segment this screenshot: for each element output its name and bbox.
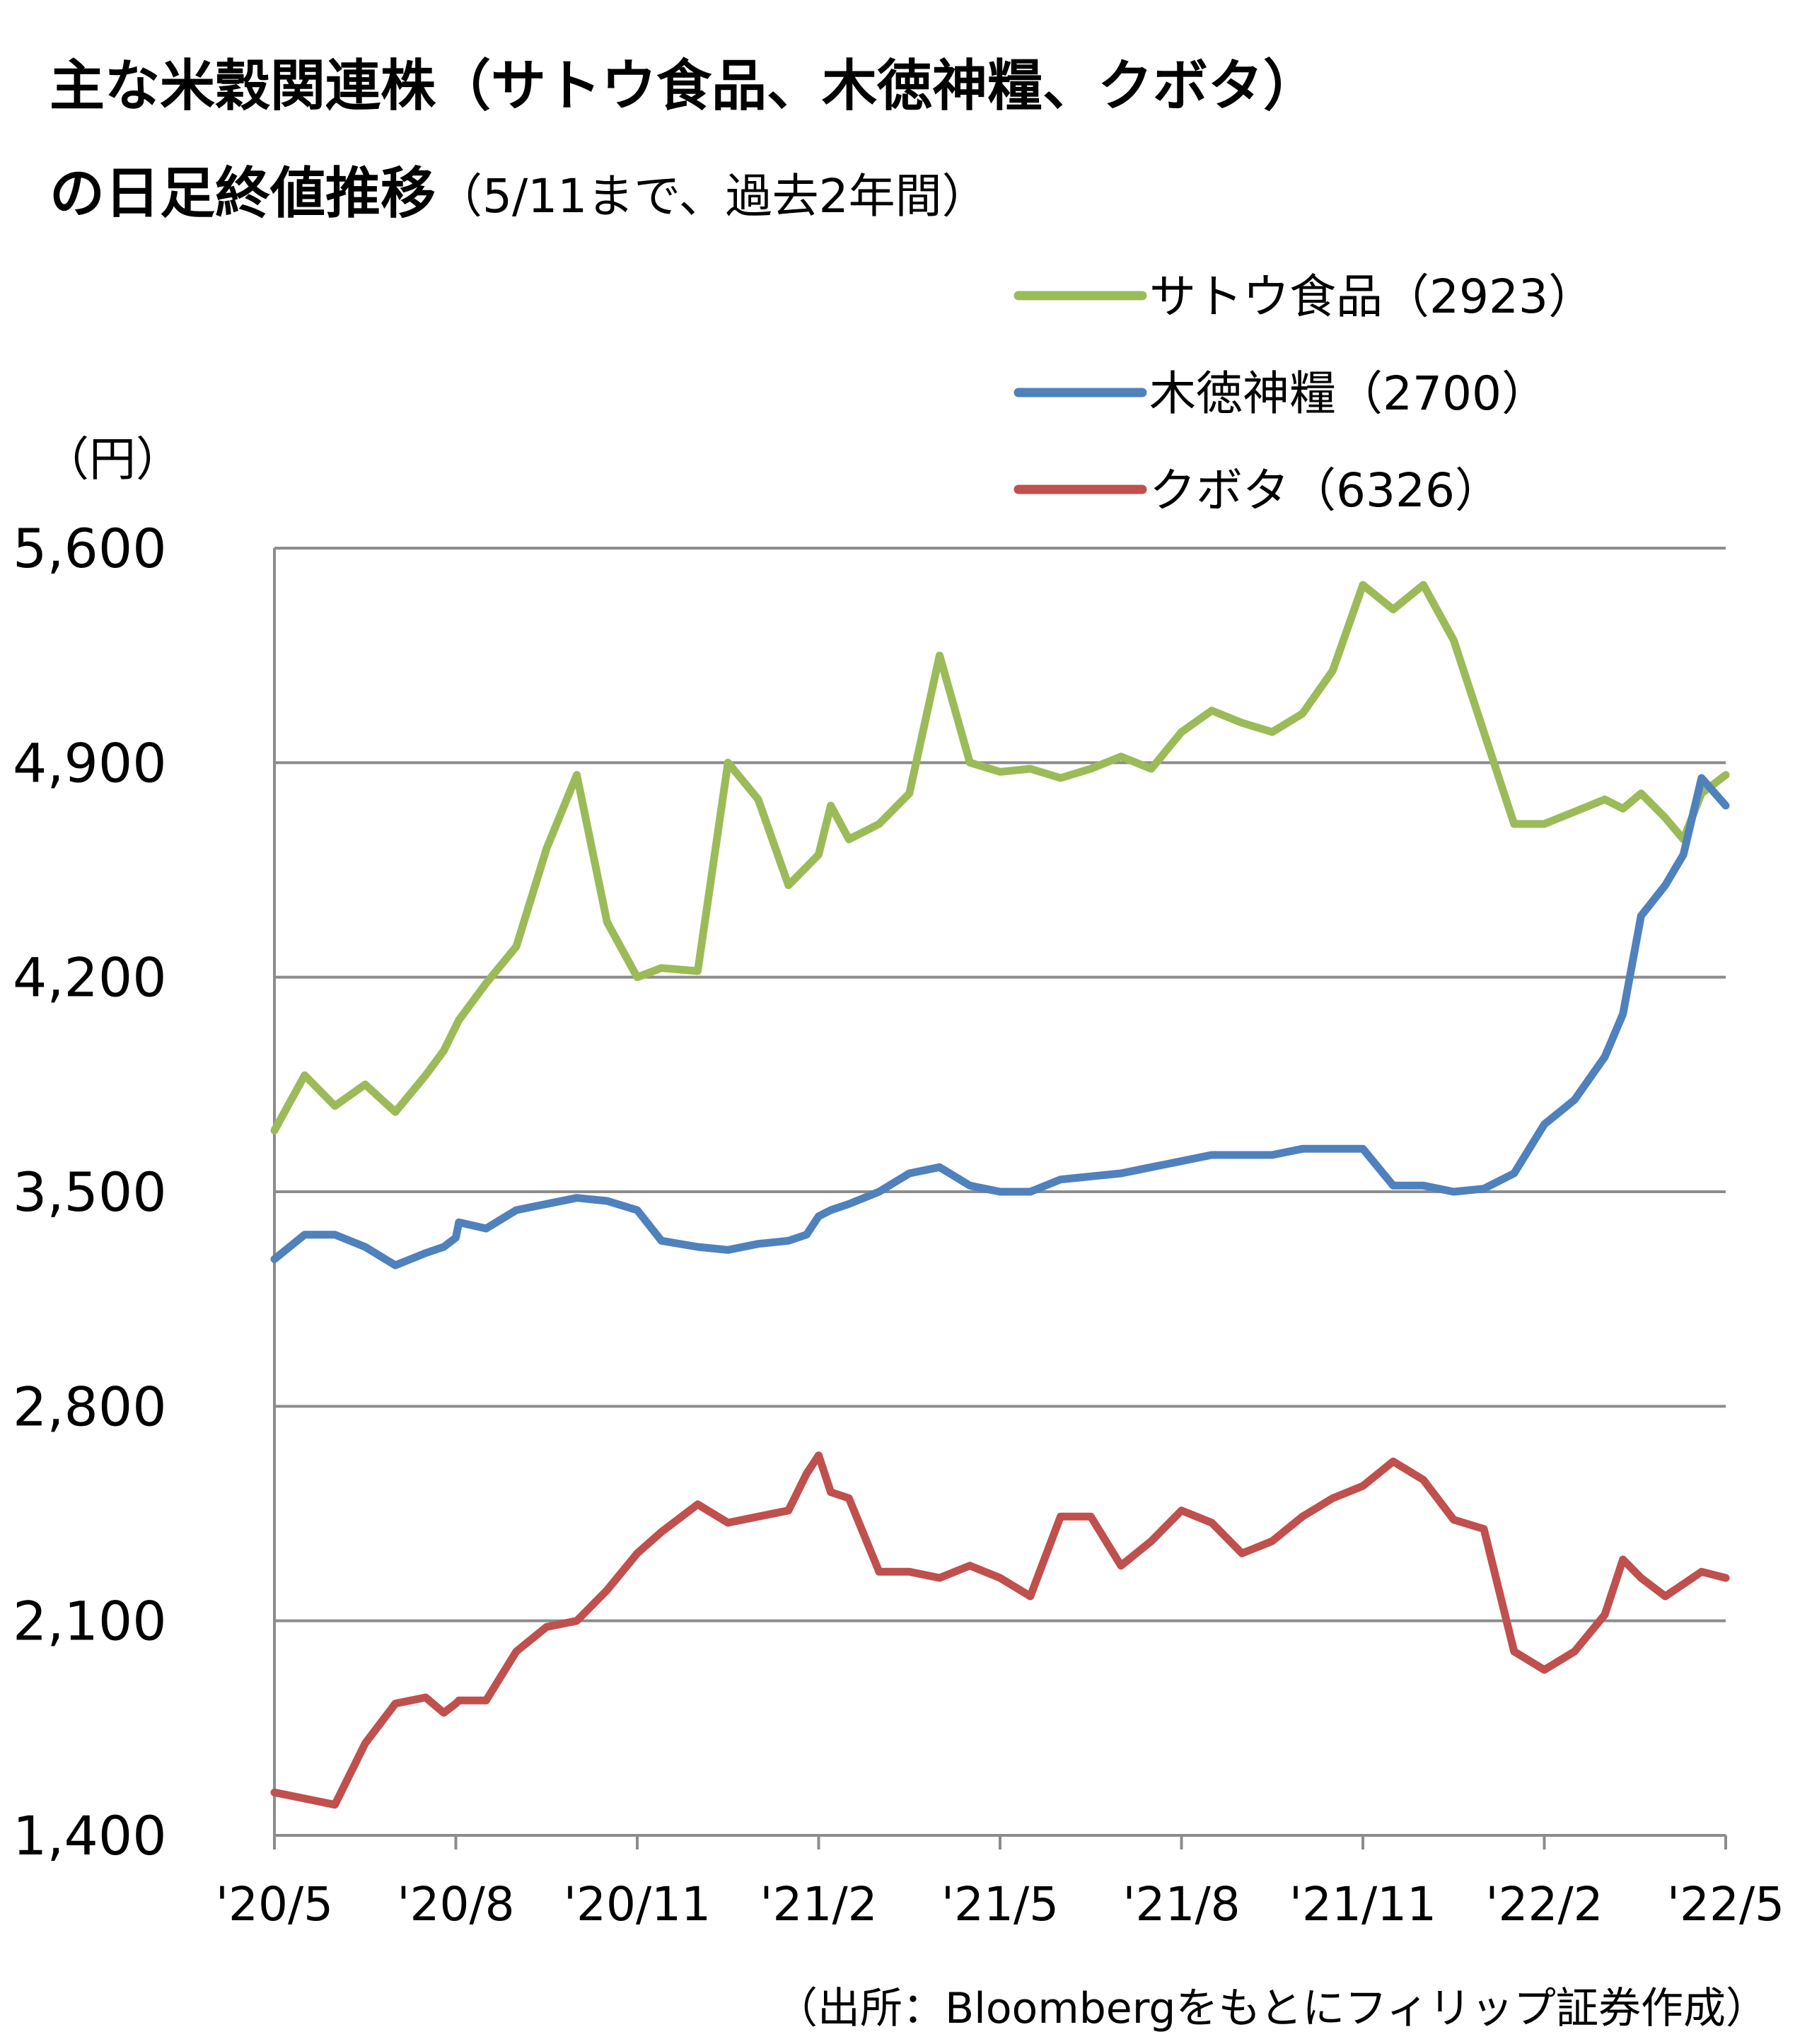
chart-title-line2: の日足終値推移（5/11まで、過去2年間） [50,162,989,226]
x-tick-label: '20/8 [397,1877,514,1932]
x-tick-label: '21/8 [1122,1877,1240,1932]
legend: サトウ食品（2923） 木徳神糧（2700） クボタ（6326） [1014,269,1595,518]
series-group [270,581,1730,1809]
chart-title-line2-main: の日足終値推移 [50,162,436,226]
x-tick-label: '22/2 [1485,1877,1603,1932]
legend-label-2: クボタ（6326） [1149,463,1502,518]
y-tick-label: 2,800 [13,1375,167,1438]
x-tick-label: '20/5 [216,1877,333,1932]
series-line-2 [270,1451,1730,1809]
x-tick-label: '21/5 [941,1877,1059,1932]
y-tick-label: 3,500 [13,1161,167,1224]
series-line-0 [270,581,1730,1134]
y-axis-ticks: 1,400 2,100 2,800 3,500 4,200 4,900 5,600 [13,517,167,1867]
chart-title-line2-note: （5/11まで、過去2年間） [436,169,989,223]
y-tick-label: 5,600 [13,517,167,580]
chart-title-line1: 主な米穀関連株（サトウ食品、木徳神糧、クボタ） [50,54,1318,118]
x-tick-label: '21/2 [760,1877,877,1932]
y-tick-label: 2,100 [13,1590,167,1653]
series-line-1 [270,774,1730,1270]
source-note: （出所：Bloombergをもとにフィリップ証券作成） [775,1984,1768,2033]
y-tick-label: 1,400 [13,1804,167,1867]
y-tick-label: 4,200 [13,946,167,1009]
gridlines [274,547,1726,1622]
y-tick-label: 4,900 [13,731,167,794]
x-tick-label: '21/11 [1289,1877,1436,1932]
y-axis-unit: （円） [42,432,182,487]
x-tick-label: '20/11 [564,1877,711,1932]
x-tick-label: '22/5 [1667,1877,1784,1932]
legend-label-0: サトウ食品（2923） [1149,269,1595,324]
x-axis-ticks: '20/5 '20/8 '20/11 '21/2 '21/5 '21/8 '21/11 '22… [216,1835,1784,1932]
legend-label-1: 木徳神糧（2700） [1149,366,1548,421]
